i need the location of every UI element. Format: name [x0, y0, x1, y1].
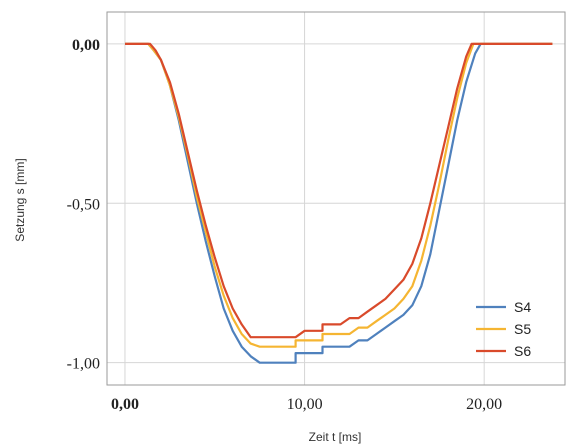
grid-lines — [107, 12, 565, 385]
y-tick-label: -0,50 — [67, 196, 100, 213]
x-tick-label: 20,00 — [466, 396, 502, 413]
legend: S4 S5 S6 — [476, 299, 531, 359]
series-lines — [125, 42, 553, 364]
plot-frame — [106, 11, 566, 386]
series-line-s4 — [125, 42, 553, 364]
series-line-s5 — [125, 42, 553, 348]
y-axis-label: Setzung s [mm] — [13, 158, 27, 241]
x-axis-label: Zeit t [ms] — [309, 430, 362, 444]
y-tick-label: 0,00 — [72, 37, 100, 54]
tick-labels: 0,00 10,00 20,00 0,00 -0,50 -1,00 — [67, 37, 503, 413]
y-tick-label: -1,00 — [67, 356, 100, 373]
legend-label-s6: S6 — [514, 343, 531, 359]
legend-label-s5: S5 — [514, 321, 531, 337]
x-tick-label: 0,00 — [111, 396, 139, 413]
legend-label-s4: S4 — [514, 299, 531, 315]
series-line-s6 — [125, 42, 553, 339]
x-tick-label: 10,00 — [287, 396, 323, 413]
